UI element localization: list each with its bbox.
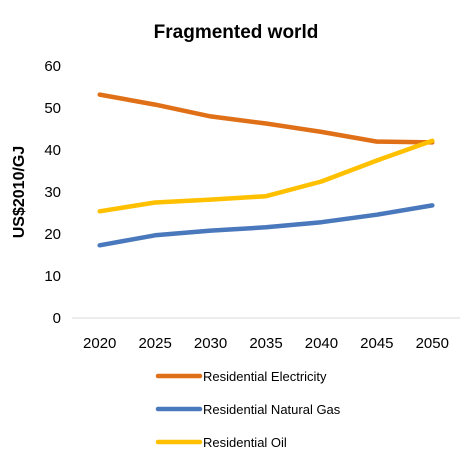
series-line-1 <box>97 92 435 145</box>
y-axis-ticks: 0 10 20 30 40 50 60 <box>44 58 61 327</box>
x-tick-label: 2045 <box>360 335 393 352</box>
x-tick-label: 2040 <box>305 335 338 352</box>
series-lines <box>97 92 435 248</box>
series-line-3 <box>97 138 435 214</box>
y-tick-label: 10 <box>44 268 61 285</box>
chart-title: Fragmented world <box>154 22 319 43</box>
y-tick-label: 20 <box>44 226 61 243</box>
y-tick-label: 40 <box>44 142 61 159</box>
x-tick-label: 2035 <box>249 335 282 352</box>
x-tick-label: 2050 <box>416 335 449 352</box>
y-tick-label: 30 <box>44 184 61 201</box>
legend-label: Residential Natural Gas <box>203 402 341 417</box>
x-tick-label: 2030 <box>194 335 227 352</box>
series-line-2 <box>97 203 435 248</box>
y-axis-label: US$2010/GJ <box>11 146 28 239</box>
y-tick-label: 60 <box>44 58 61 75</box>
x-tick-label: 2025 <box>138 335 171 352</box>
x-axis-ticks: 2020 2025 2030 2035 2040 2045 2050 <box>83 335 449 352</box>
legend: Residential Electricity Residential Natur… <box>155 369 341 450</box>
legend-label: Residential Oil <box>203 435 287 450</box>
y-tick-label: 0 <box>53 310 61 327</box>
y-tick-label: 50 <box>44 100 61 117</box>
legend-label: Residential Electricity <box>203 369 327 384</box>
x-tick-label: 2020 <box>83 335 116 352</box>
